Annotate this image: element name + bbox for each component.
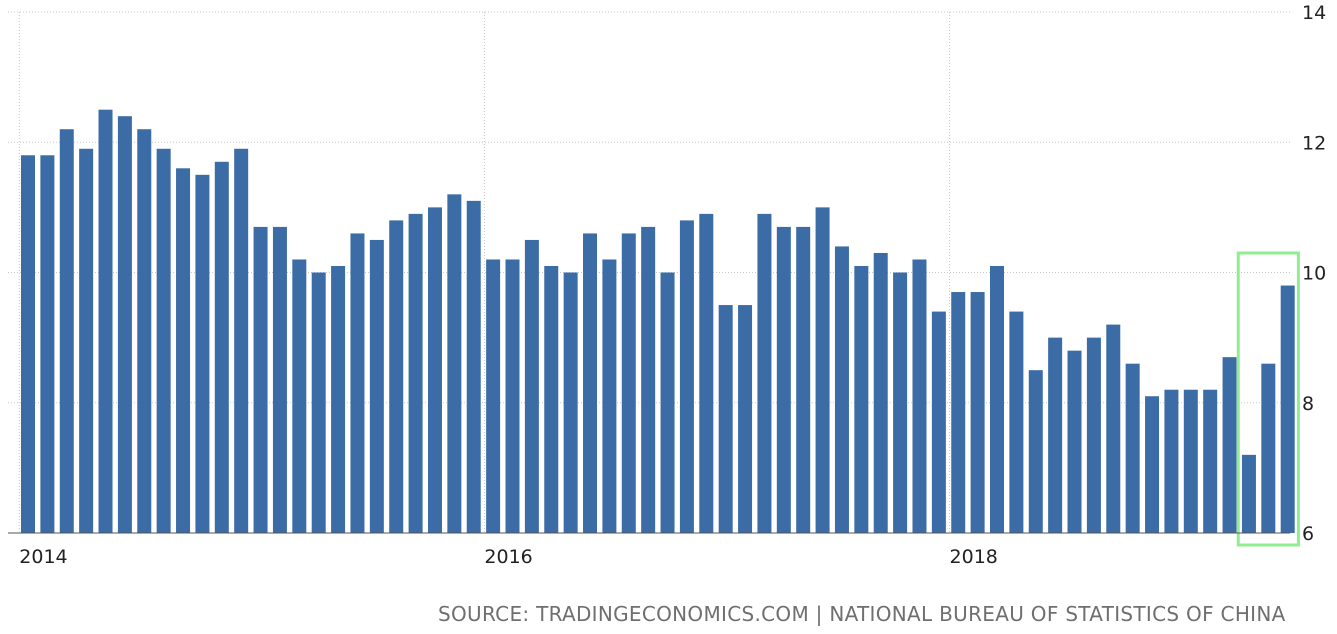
bar bbox=[253, 226, 268, 533]
bar bbox=[951, 292, 966, 533]
x-tick-label: 2014 bbox=[19, 546, 67, 568]
bar bbox=[40, 155, 55, 533]
bar bbox=[214, 161, 229, 533]
bar bbox=[98, 109, 113, 533]
bar bbox=[408, 213, 423, 533]
bar-series bbox=[21, 109, 1295, 534]
bar bbox=[79, 148, 94, 533]
bar bbox=[679, 220, 694, 533]
bar bbox=[563, 272, 578, 533]
bar bbox=[176, 168, 191, 534]
bar bbox=[718, 305, 733, 533]
bar bbox=[776, 226, 791, 533]
highlight-box bbox=[1236, 251, 1300, 547]
bar bbox=[311, 272, 326, 533]
bar bbox=[427, 207, 442, 533]
bar bbox=[602, 259, 617, 533]
bar bbox=[738, 305, 753, 533]
bar bbox=[990, 265, 1004, 533]
bar bbox=[292, 259, 307, 533]
bar bbox=[544, 265, 559, 533]
bar bbox=[331, 265, 346, 533]
bar bbox=[369, 239, 384, 533]
bar bbox=[796, 226, 811, 533]
bar bbox=[893, 272, 908, 533]
bar bbox=[1048, 337, 1063, 533]
bar bbox=[272, 226, 287, 533]
bar bbox=[1280, 285, 1295, 533]
bar bbox=[1106, 324, 1121, 533]
bar bbox=[447, 194, 462, 533]
bar bbox=[912, 259, 927, 533]
bar bbox=[1164, 389, 1179, 533]
bar bbox=[757, 213, 772, 533]
bar bbox=[931, 311, 946, 533]
y-tick-label: 8 bbox=[1302, 393, 1314, 415]
y-tick-label: 12 bbox=[1302, 132, 1326, 154]
bar bbox=[524, 239, 539, 533]
bar bbox=[815, 207, 830, 533]
bar bbox=[1067, 350, 1082, 533]
x-tick-label: 2018 bbox=[950, 546, 998, 568]
highlight-rectangle bbox=[1236, 251, 1300, 547]
y-tick-label: 10 bbox=[1302, 263, 1326, 285]
bar bbox=[137, 129, 152, 533]
x-axis: 2014 2016 2018 bbox=[8, 532, 1290, 568]
bar bbox=[1203, 389, 1218, 533]
bar bbox=[59, 129, 74, 533]
bar bbox=[641, 226, 656, 533]
bar bbox=[1241, 454, 1256, 533]
bar bbox=[699, 213, 714, 533]
bar bbox=[1222, 357, 1237, 533]
bar bbox=[1183, 389, 1198, 533]
bar bbox=[583, 233, 598, 534]
y-axis: 6 8 10 12 14 bbox=[1302, 2, 1326, 545]
bar bbox=[1009, 311, 1024, 533]
bar bbox=[156, 148, 171, 533]
source-note: SOURCE: TRADINGECONOMICS.COM | NATIONAL … bbox=[438, 602, 1286, 626]
bar bbox=[234, 148, 249, 533]
bar bbox=[854, 265, 869, 533]
bar bbox=[834, 246, 849, 533]
bar bbox=[389, 220, 404, 533]
bar bbox=[486, 259, 501, 533]
bar bbox=[1261, 363, 1276, 533]
bar bbox=[660, 272, 675, 533]
bar bbox=[1086, 337, 1101, 533]
bar bbox=[970, 292, 985, 533]
bar bbox=[350, 233, 365, 534]
bar bbox=[1145, 396, 1160, 533]
bar bbox=[21, 155, 35, 533]
bar bbox=[466, 200, 481, 534]
bar bbox=[1028, 370, 1043, 533]
bar bbox=[117, 116, 132, 533]
x-tick-label: 2016 bbox=[484, 546, 532, 568]
bar bbox=[621, 233, 636, 534]
y-tick-label: 6 bbox=[1302, 523, 1314, 545]
y-tick-label: 14 bbox=[1302, 2, 1326, 24]
bar bbox=[1125, 363, 1140, 533]
bar bbox=[505, 259, 520, 533]
bar bbox=[873, 252, 888, 533]
bar bbox=[195, 174, 210, 533]
